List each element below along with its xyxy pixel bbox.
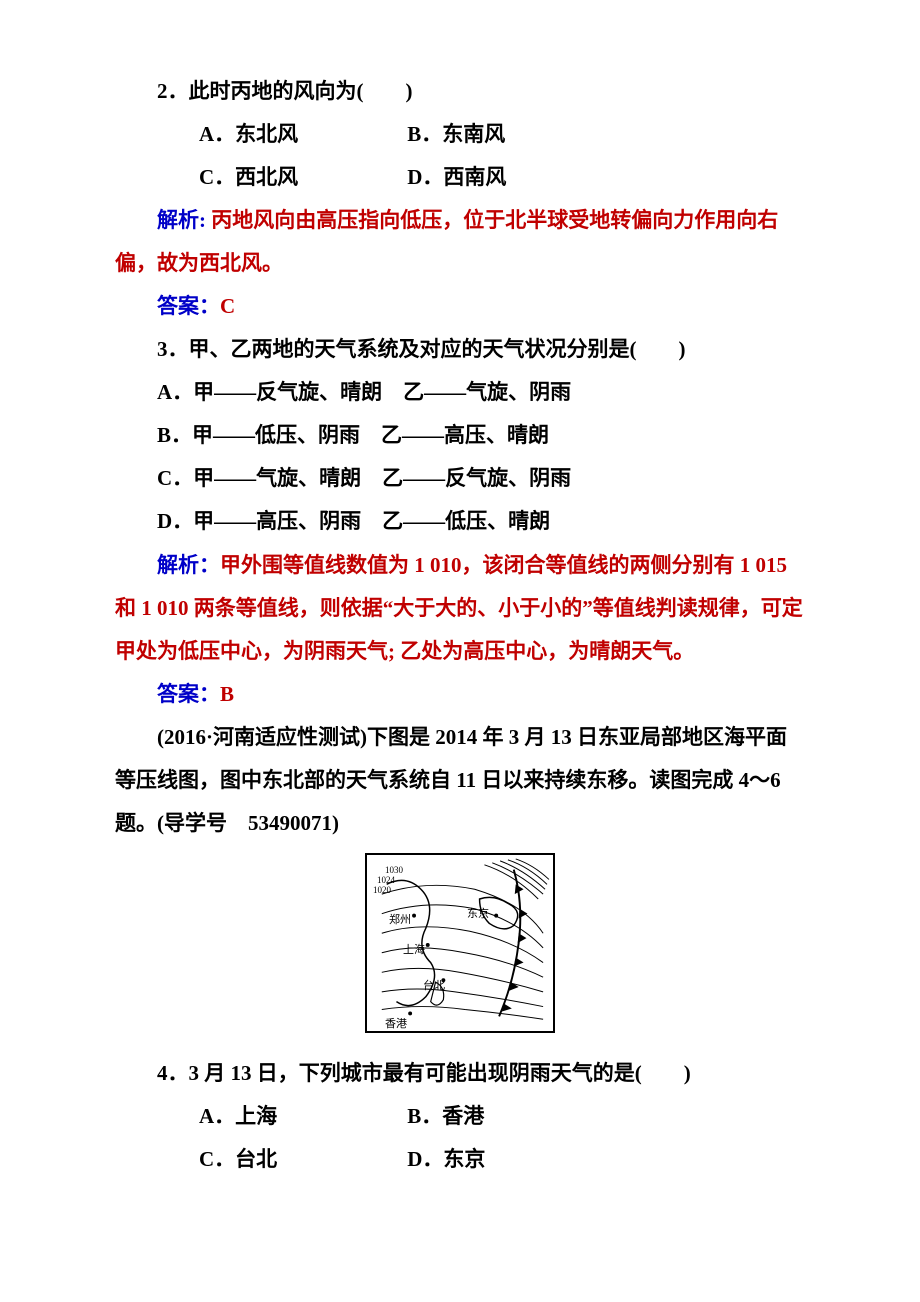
- q2-options-row2: C．西北风 D．西南风: [115, 156, 805, 199]
- answer3-letter: B: [220, 682, 234, 706]
- page-root: 2．此时丙地的风向为( ) A．东北风 B．东南风 C．西北风 D．西南风 解析…: [0, 0, 920, 1302]
- answer-3: 答案：B: [115, 673, 805, 716]
- city-shanghai: 上海: [403, 939, 425, 962]
- city-hongkong: 香港: [385, 1013, 407, 1036]
- q4-option-d: D．东京: [407, 1147, 485, 1171]
- q3-stem: 3．甲、乙两地的天气系统及对应的天气状况分别是( ): [115, 328, 805, 371]
- q4-option-a: A．上海: [157, 1095, 402, 1138]
- q2-option-a: A．东北风: [157, 113, 402, 156]
- city-zhengzhou: 郑州: [389, 909, 411, 932]
- q2-option-b: B．东南风: [407, 122, 505, 146]
- explanation-3: 解析：甲外围等值线数值为 1 010，该闭合等值线的两侧分别有 1 015 和 …: [115, 544, 805, 673]
- q4-option-b: B．香港: [407, 1104, 484, 1128]
- q3-option-b: B．甲——低压、阴雨 乙——高压、晴朗: [115, 414, 805, 457]
- q2-stem: 2．此时丙地的风向为( ): [115, 70, 805, 113]
- q4-options-row2: C．台北 D．东京: [115, 1138, 805, 1181]
- explain2-label: 解析:: [157, 208, 211, 232]
- explain2-text: 丙地风向由高压指向低压，位于北半球受地转偏向力作用向右偏，故为西北风。: [115, 208, 778, 275]
- answer2-letter: C: [220, 294, 235, 318]
- q3-option-c: C．甲——气旋、晴朗 乙——反气旋、阴雨: [115, 457, 805, 500]
- city-dongjing: 东京: [467, 903, 489, 926]
- q3-option-a: A．甲——反气旋、晴朗 乙——气旋、阴雨: [115, 371, 805, 414]
- q2-options-row1: A．东北风 B．东南风: [115, 113, 805, 156]
- answer2-label: 答案：: [157, 294, 220, 318]
- passage-text: (2016·河南适应性测试)下图是 2014 年 3 月 13 日东亚局部地区海…: [115, 716, 805, 845]
- q3-option-d: D．甲——高压、阴雨 乙——低压、晴朗: [115, 500, 805, 543]
- q2-option-c: C．西北风: [157, 156, 402, 199]
- explanation-2: 解析: 丙地风向由高压指向低压，位于北半球受地转偏向力作用向右偏，故为西北风。: [115, 199, 805, 285]
- isobar-val-3: 1020: [373, 881, 391, 899]
- q4-option-c: C．台北: [157, 1138, 402, 1181]
- isobar-map: 1030 1024 1020 郑州 上海 台北 香港 东京: [365, 853, 555, 1033]
- figure-container: 1030 1024 1020 郑州 上海 台北 香港 东京: [115, 853, 805, 1048]
- answer3-label: 答案：: [157, 682, 220, 706]
- answer-2: 答案：C: [115, 285, 805, 328]
- city-taibei: 台北: [423, 975, 445, 998]
- q4-stem: 4．3 月 13 日，下列城市最有可能出现阴雨天气的是( ): [115, 1052, 805, 1095]
- q2-option-d: D．西南风: [407, 165, 506, 189]
- q4-options-row1: A．上海 B．香港: [115, 1095, 805, 1138]
- explain3-label: 解析：: [157, 553, 220, 577]
